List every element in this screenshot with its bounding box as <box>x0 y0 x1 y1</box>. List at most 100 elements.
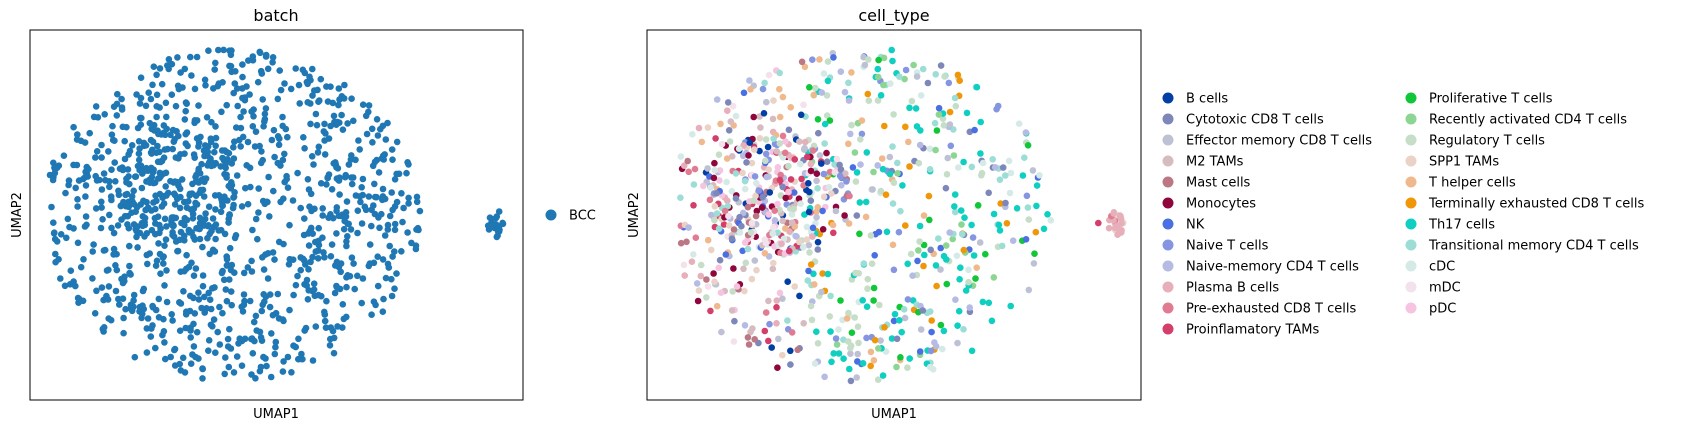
batch-point <box>231 138 238 145</box>
cell-type-point <box>791 283 798 290</box>
batch-point <box>92 205 100 212</box>
cell-type-point <box>856 230 863 238</box>
cell-type-point <box>769 115 777 123</box>
batch-point <box>348 174 355 181</box>
batch-point <box>72 184 79 192</box>
cell-type-point <box>826 117 834 124</box>
cell-type-point <box>926 166 934 173</box>
batch-point <box>216 341 224 348</box>
cell-type-point <box>807 197 815 204</box>
batch-point <box>115 187 122 195</box>
batch-point <box>338 111 345 119</box>
batch-point <box>140 285 148 293</box>
cell-type-point <box>933 282 940 290</box>
batch-point <box>134 162 142 170</box>
cell-type-point <box>700 182 707 190</box>
batch-point <box>119 295 127 303</box>
batch-point <box>269 54 277 61</box>
batch-point <box>182 324 189 332</box>
cell-type-point <box>917 326 925 333</box>
batch-point <box>219 202 226 210</box>
cell-type-point <box>831 169 839 176</box>
batch-point <box>404 229 411 236</box>
cell-type-point <box>718 140 726 148</box>
cell-type-panel: cell_type UMAP1 UMAP2 B cells Cytotoxic C… <box>627 6 1644 422</box>
batch-point <box>315 237 322 245</box>
batch-point <box>241 335 249 343</box>
batch-point <box>246 297 254 305</box>
batch-point <box>138 114 145 122</box>
batch-point <box>203 114 211 121</box>
cell-type-point <box>1007 169 1015 177</box>
batch-point <box>413 193 421 201</box>
batch-point <box>311 87 318 94</box>
batch-point <box>205 222 212 229</box>
batch-point <box>177 300 185 307</box>
cell-type-point <box>775 335 782 343</box>
cell-type-point <box>784 278 791 286</box>
batch-point <box>368 222 375 230</box>
batch-point <box>231 234 239 242</box>
batch-point <box>311 292 319 300</box>
cell-type-point <box>860 260 868 267</box>
batch-point <box>199 365 206 373</box>
batch-point <box>403 169 410 177</box>
batch-point <box>110 245 118 253</box>
cell-type-point <box>847 130 854 138</box>
batch-y-axis-label: UMAP2 <box>10 192 25 238</box>
cell-type-point <box>765 297 772 305</box>
cell-type-point <box>748 275 756 283</box>
batch-point <box>74 196 81 203</box>
batch-point <box>264 65 272 73</box>
cell-type-point <box>715 151 723 158</box>
cell-type-point <box>763 173 770 181</box>
batch-point <box>225 182 233 190</box>
cell-type-point <box>845 140 852 148</box>
batch-point <box>252 215 260 223</box>
cell-type-point <box>888 46 895 54</box>
cell-type-point <box>928 317 935 324</box>
batch-point <box>57 231 65 238</box>
batch-point <box>279 368 287 375</box>
cell-type-legend-item-marker <box>1162 92 1174 104</box>
batch-point <box>195 289 202 297</box>
cell-type-point <box>943 256 950 263</box>
cell-type-point <box>994 102 1002 110</box>
cell-type-point <box>677 239 685 247</box>
batch-point <box>113 100 121 108</box>
batch-point <box>182 311 190 318</box>
cell-type-point <box>1025 286 1033 294</box>
cell-type-point <box>913 73 921 80</box>
batch-point <box>249 226 256 234</box>
cell-type-point <box>711 216 718 224</box>
cell-type-point <box>797 160 804 168</box>
batch-point <box>493 213 501 220</box>
cell-type-legend-item-label: Regulatory T cells <box>1429 134 1545 149</box>
batch-point <box>230 193 238 201</box>
batch-point <box>321 317 329 325</box>
batch-point <box>173 195 181 203</box>
batch-point <box>190 272 198 280</box>
cell-type-legend-item-marker <box>1405 92 1417 104</box>
batch-point <box>60 152 68 159</box>
cell-type-point <box>805 208 813 216</box>
batch-point <box>211 284 218 291</box>
cell-type-point <box>813 328 820 336</box>
batch-point <box>488 222 496 230</box>
cell-type-point <box>713 190 720 197</box>
batch-point <box>264 275 272 282</box>
batch-point <box>258 148 265 155</box>
batch-point <box>158 157 166 164</box>
batch-point <box>70 225 77 232</box>
batch-point <box>177 69 184 76</box>
cell-type-point <box>776 176 784 184</box>
cell-type-point <box>1114 231 1121 238</box>
cell-type-point <box>877 92 885 99</box>
cell-type-point <box>776 85 783 93</box>
batch-point <box>260 353 267 361</box>
cell-type-point <box>820 193 828 201</box>
cell-type-point <box>776 140 784 147</box>
cell-type-point <box>928 328 935 336</box>
batch-point <box>155 240 162 247</box>
cell-type-legend-item-label: mDC <box>1429 281 1461 296</box>
